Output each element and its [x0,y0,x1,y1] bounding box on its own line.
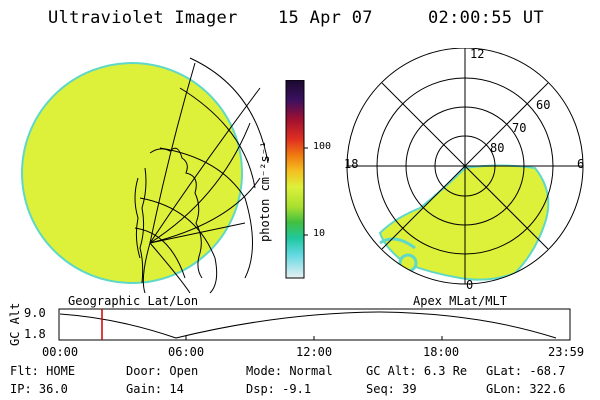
info-mode: Mode: Normal [246,364,333,378]
timeline-xtick-1: 06:00 [168,345,205,359]
info-gain: Gain: 14 [126,382,184,396]
info-seq: Seq: 39 [366,382,417,396]
info-glon: GLon: 322.6 [486,382,566,396]
mlt-label-12: 12 [470,47,485,61]
info-gc-alt: GC Alt: 6.3 Re [366,364,468,378]
info-flt: Flt: HOME [10,364,76,378]
timeline-plot [58,308,571,341]
polar-plot [346,48,584,285]
colorbar [285,80,308,279]
timeline-xtick-2: 12:00 [296,345,333,359]
mlt-label-6: 6 [577,157,585,171]
aurora-disk [21,62,243,284]
altitude-curve [59,311,557,339]
colorbar-label: photon cm⁻²s⁻¹ [258,140,272,242]
colorbar-tick-100: 100 [313,141,332,152]
time-label: 02:00:55 UT [428,8,544,28]
timeline-xtick-0: 00:00 [42,345,79,359]
colorbar-tick-10: 10 [313,228,326,239]
info-dsp: Dsp: -9.1 [246,382,312,396]
timeline-xtick-3: 18:00 [423,345,460,359]
timeline-ytick-high: 9.0 [24,306,46,320]
lat-label-80: 80 [490,141,505,155]
apex-label: Apex MLat/MLT [413,294,507,308]
timeline-ytick-low: 1.8 [24,327,46,341]
info-ip: IP: 36.0 [10,382,68,396]
mlt-label-18: 18 [344,157,359,171]
date-label: 15 Apr 07 [278,8,373,28]
timeline-xtick-4: 23:59 [548,345,585,359]
geographic-label: Geographic Lat/Lon [68,294,199,308]
geographic-image [21,57,269,294]
lat-label-60: 60 [536,98,551,112]
info-door: Door: Open [126,364,199,378]
info-glat: GLat: -68.7 [486,364,566,378]
lat-label-70: 70 [512,121,527,135]
timeline-ylabel: GC Alt [8,302,22,346]
mlt-label-0: 0 [466,278,474,292]
instrument-title: Ultraviolet Imager [48,8,238,28]
aurora-oval [378,164,550,281]
